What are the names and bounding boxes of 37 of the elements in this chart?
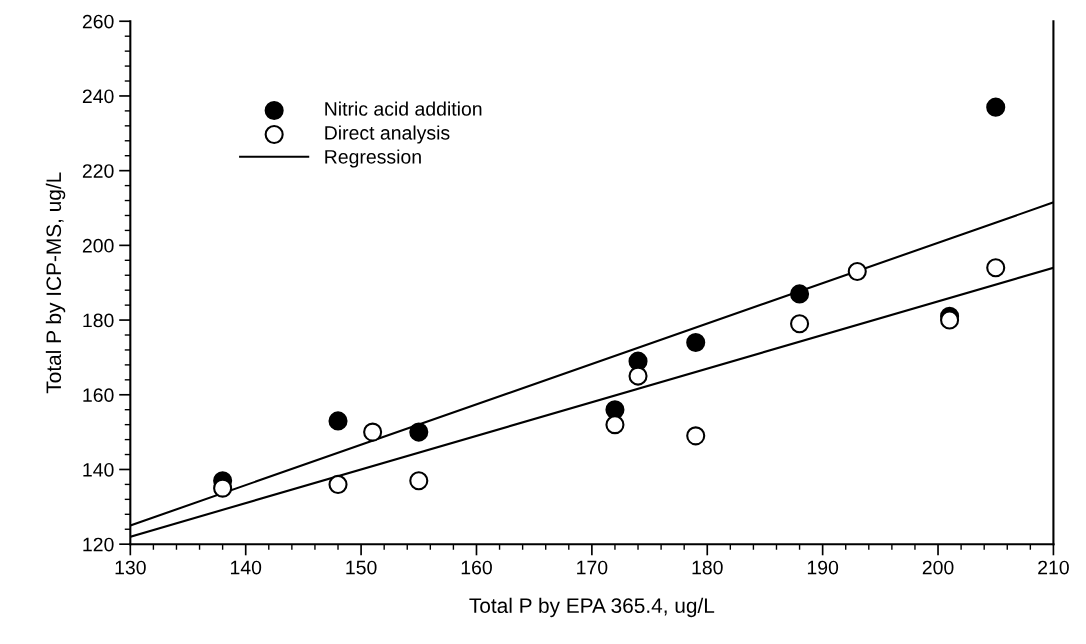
x-tick-label: 210 (1038, 560, 1069, 575)
y-axis-title: Total P by ICP-MS, ug/L (45, 172, 66, 394)
point (686, 426, 706, 446)
x-tick-label: 180 (692, 560, 723, 575)
point (628, 366, 648, 386)
x-tick-label: 140 (230, 560, 262, 575)
x-tick-label: 150 (346, 560, 377, 575)
point (605, 415, 625, 435)
point (790, 284, 810, 304)
y-tick-label: 180 (83, 313, 114, 328)
point (847, 261, 867, 282)
x-axis-title: Total P by EPA 365.4, ug/L (469, 597, 715, 618)
point (213, 478, 233, 498)
y-tick-label: 140 (83, 462, 114, 477)
x-tick-label: 200 (922, 560, 954, 575)
x-tick-label: 130 (115, 560, 146, 575)
y-tick-label: 220 (82, 164, 114, 178)
y-tick-label: 260 (82, 14, 114, 29)
point (790, 314, 810, 334)
x-tick-label: 170 (577, 560, 608, 575)
point (328, 411, 348, 431)
x-tick-label: 160 (461, 560, 492, 575)
point (409, 422, 429, 442)
legend-label: Nitric acid addition (325, 101, 482, 116)
legend-label: Direct analysis (325, 125, 450, 144)
x-tick-label: 190 (807, 560, 839, 575)
y-tick-label: 160 (83, 388, 114, 403)
point (328, 474, 348, 494)
y-tick-label: 200 (82, 238, 114, 253)
point (409, 471, 429, 491)
legend-label: Regression (325, 149, 421, 168)
y-tick-label: 120 (83, 537, 114, 552)
point (986, 258, 1006, 278)
y-tick-label: 240 (82, 89, 114, 104)
point (686, 332, 706, 353)
point (363, 422, 383, 442)
point (986, 97, 1006, 117)
